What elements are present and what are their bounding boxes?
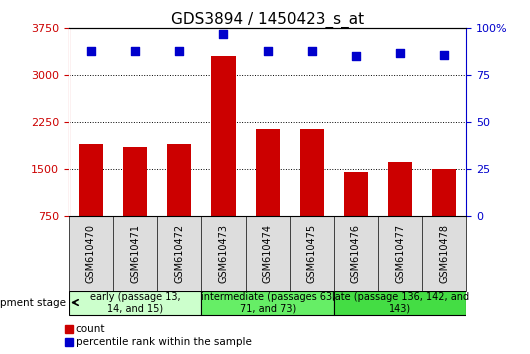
Point (131, 48, 139, 53)
Text: GSM610474: GSM610474 (263, 224, 272, 282)
Point (175, 48, 183, 53)
Bar (255, 129, 280, 216)
Text: late (passage 136, 142, and
143): late (passage 136, 142, and 143) (332, 292, 469, 313)
Bar (201, 291, 334, 314)
Bar (334, 291, 466, 314)
Point (263, 48, 272, 53)
Point (307, 48, 316, 53)
Text: development stage: development stage (0, 297, 66, 308)
Point (352, 53, 360, 59)
Text: GSM610478: GSM610478 (439, 224, 449, 282)
Text: GSM610477: GSM610477 (395, 223, 405, 282)
Text: GSM610470: GSM610470 (86, 224, 96, 282)
Point (396, 50, 404, 56)
Text: percentile rank within the sample: percentile rank within the sample (76, 337, 251, 347)
Text: early (passage 13,
14, and 15): early (passage 13, 14, and 15) (90, 292, 180, 313)
Bar (167, 144, 191, 216)
Bar (79, 144, 103, 216)
Bar (123, 147, 147, 216)
Text: intermediate (passages 63,
71, and 73): intermediate (passages 63, 71, and 73) (200, 292, 335, 313)
Text: count: count (76, 324, 105, 334)
Text: GSM610473: GSM610473 (218, 224, 228, 282)
Bar (211, 56, 236, 216)
Text: GSM610472: GSM610472 (174, 223, 184, 282)
Text: GSM610475: GSM610475 (307, 223, 317, 282)
Bar (299, 129, 324, 216)
Text: GSM610476: GSM610476 (351, 224, 361, 282)
Bar (344, 172, 368, 216)
Bar (432, 169, 456, 216)
Point (87, 48, 95, 53)
Bar (388, 162, 412, 216)
Title: GDS3894 / 1450423_s_at: GDS3894 / 1450423_s_at (171, 12, 364, 28)
Text: GSM610471: GSM610471 (130, 224, 140, 282)
Point (219, 31, 228, 37)
Bar (69, 291, 201, 314)
Point (440, 52, 448, 57)
